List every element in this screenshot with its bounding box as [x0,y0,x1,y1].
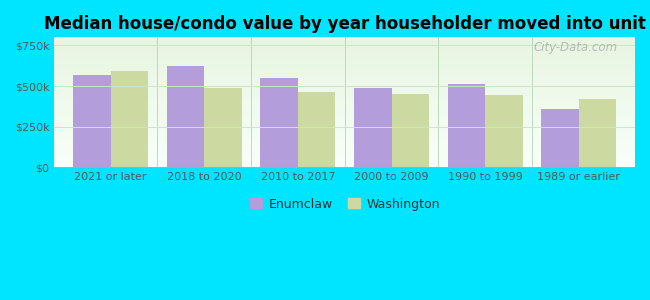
Bar [298,92,335,167]
Title: Median house/condo value by year householder moved into unit: Median house/condo value by year househo… [44,15,645,33]
Bar [167,66,204,167]
Legend: Enumclaw, Washington: Enumclaw, Washington [244,193,445,215]
Bar [485,95,523,167]
Bar [111,71,148,167]
Bar [261,78,298,167]
Bar [578,99,616,167]
Text: City-Data.com: City-Data.com [534,41,618,54]
Bar [354,88,391,167]
Bar [448,84,485,167]
Bar [391,94,429,167]
Bar [204,88,242,167]
Bar [73,75,110,167]
Bar [541,109,578,167]
